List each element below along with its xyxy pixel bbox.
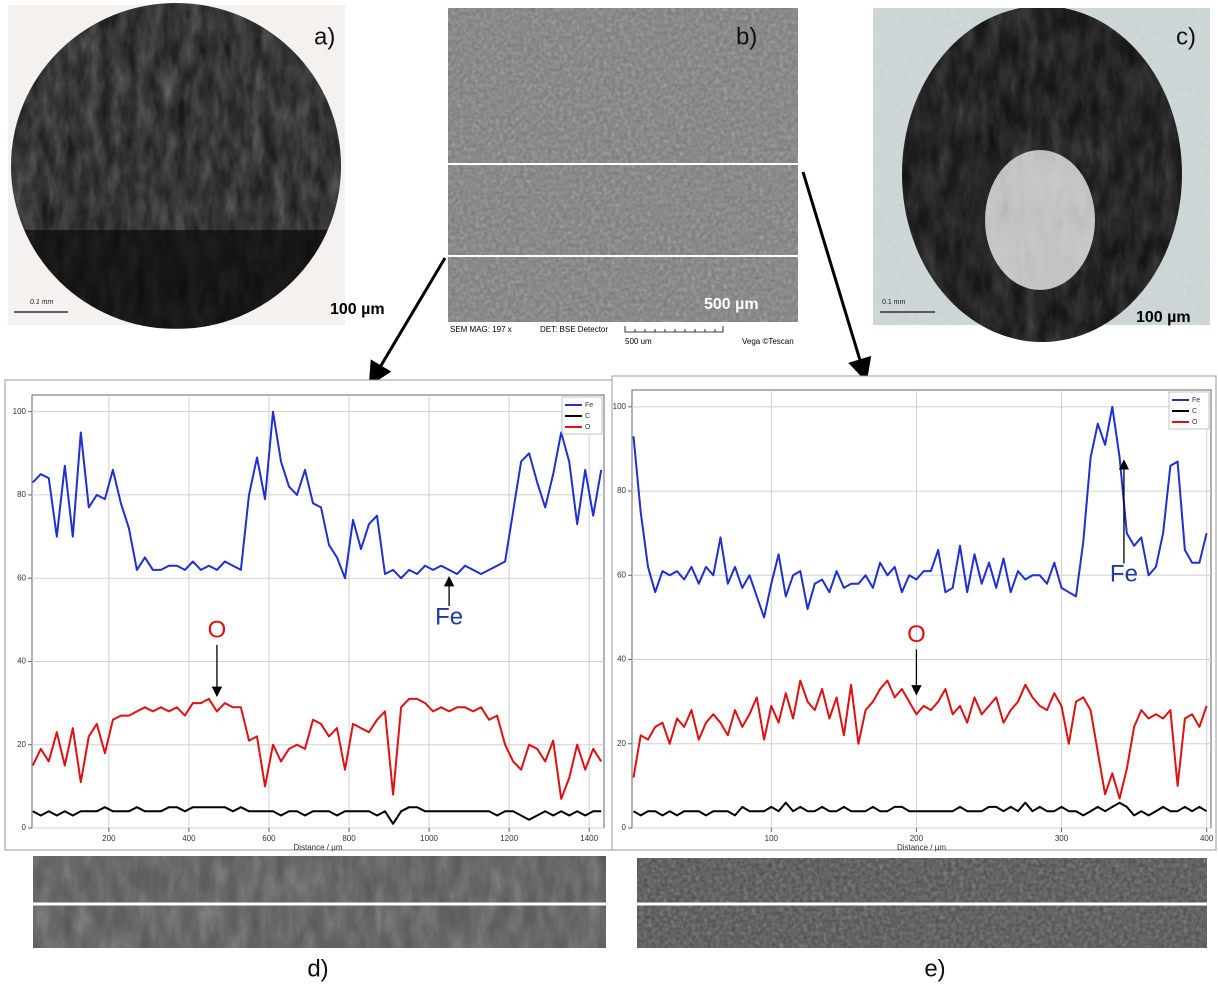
x-tick-label: 300 bbox=[1055, 834, 1069, 843]
y-tick-label: 40 bbox=[17, 657, 26, 666]
scale-label: 500 µm bbox=[704, 296, 759, 313]
y-tick-label: 80 bbox=[617, 486, 626, 495]
sem-info: 500 um bbox=[625, 337, 652, 346]
annotation: Fe bbox=[435, 603, 463, 630]
annotation: O bbox=[907, 621, 926, 648]
line-chart: 0 20 40 60 80 100 200 400 600 800 1000 1200 1400 Dist… bbox=[4, 379, 614, 852]
plot-area bbox=[31, 394, 605, 829]
panel-label: a) bbox=[314, 23, 335, 50]
sem-info: DET: BSE Detector bbox=[540, 325, 608, 334]
panel-label: c) bbox=[1176, 23, 1196, 50]
x-tick-label: 1000 bbox=[420, 834, 438, 843]
x-tick-label: 1200 bbox=[500, 834, 518, 843]
x-axis-label: Distance / µm bbox=[897, 843, 946, 852]
data-line bbox=[632, 679, 1208, 800]
connector-arrow bbox=[368, 257, 447, 387]
x-tick-label: 200 bbox=[102, 834, 116, 843]
legend-label: O bbox=[585, 424, 591, 431]
scale-label: 100 µm bbox=[330, 301, 385, 318]
data-line bbox=[32, 410, 603, 580]
data-line bbox=[32, 806, 602, 825]
legend-label: C bbox=[1192, 408, 1197, 415]
micrograph-a: 0.1 mm a) 100 µm bbox=[8, 3, 385, 329]
y-tick-label: 40 bbox=[617, 655, 626, 664]
line-chart: 0 20 40 60 80 100 100 200 300 400 Distance / µm Fe C… bbox=[611, 375, 1217, 852]
scale-small: 0.1 mm bbox=[882, 299, 906, 306]
x-tick-label: 100 bbox=[765, 834, 779, 843]
micrograph-c: 0.1 mm c) 100 µm bbox=[873, 8, 1210, 342]
panel-label: e) bbox=[924, 955, 945, 982]
x-tick-label: 800 bbox=[342, 834, 356, 843]
annotation: O bbox=[208, 616, 227, 643]
x-axis-label: Distance / µm bbox=[293, 843, 342, 852]
y-tick-label: 20 bbox=[17, 740, 26, 749]
legend-label: O bbox=[1192, 419, 1198, 426]
y-tick-label: 100 bbox=[13, 407, 27, 416]
micrograph-b: b) 500 µm SEM MAG: 197 x DET: BSE Detect… bbox=[448, 8, 798, 348]
sem-info: Vega ©Tescan bbox=[742, 337, 794, 346]
data-line bbox=[632, 405, 1208, 619]
scale-label: 100 µm bbox=[1136, 309, 1191, 326]
scan-strip bbox=[637, 858, 1207, 948]
legend-label: C bbox=[585, 413, 590, 420]
y-tick-label: 0 bbox=[622, 823, 627, 832]
x-tick-label: 400 bbox=[1200, 834, 1214, 843]
y-tick-label: 60 bbox=[17, 573, 26, 582]
x-tick-label: 1400 bbox=[580, 834, 598, 843]
panel-label: b) bbox=[736, 23, 757, 50]
connector-arrow bbox=[801, 171, 872, 383]
y-tick-label: 20 bbox=[617, 739, 626, 748]
sem-info: SEM MAG: 197 x bbox=[450, 325, 512, 334]
legend-label: Fe bbox=[585, 402, 593, 409]
y-tick-label: 100 bbox=[613, 402, 627, 411]
panel-label: d) bbox=[307, 955, 328, 982]
y-tick-label: 0 bbox=[22, 823, 27, 832]
x-tick-label: 400 bbox=[182, 834, 196, 843]
y-tick-label: 60 bbox=[617, 570, 626, 579]
x-tick-label: 600 bbox=[262, 834, 276, 843]
plot-area bbox=[631, 389, 1212, 829]
scale-small: 0.1 mm bbox=[30, 299, 54, 306]
data-line bbox=[632, 801, 1208, 817]
x-tick-label: 200 bbox=[910, 834, 924, 843]
data-line bbox=[31, 697, 603, 800]
annotation: Fe bbox=[1110, 561, 1138, 588]
y-tick-label: 80 bbox=[17, 490, 26, 499]
legend-label: Fe bbox=[1192, 397, 1200, 404]
scan-strip bbox=[33, 856, 606, 948]
